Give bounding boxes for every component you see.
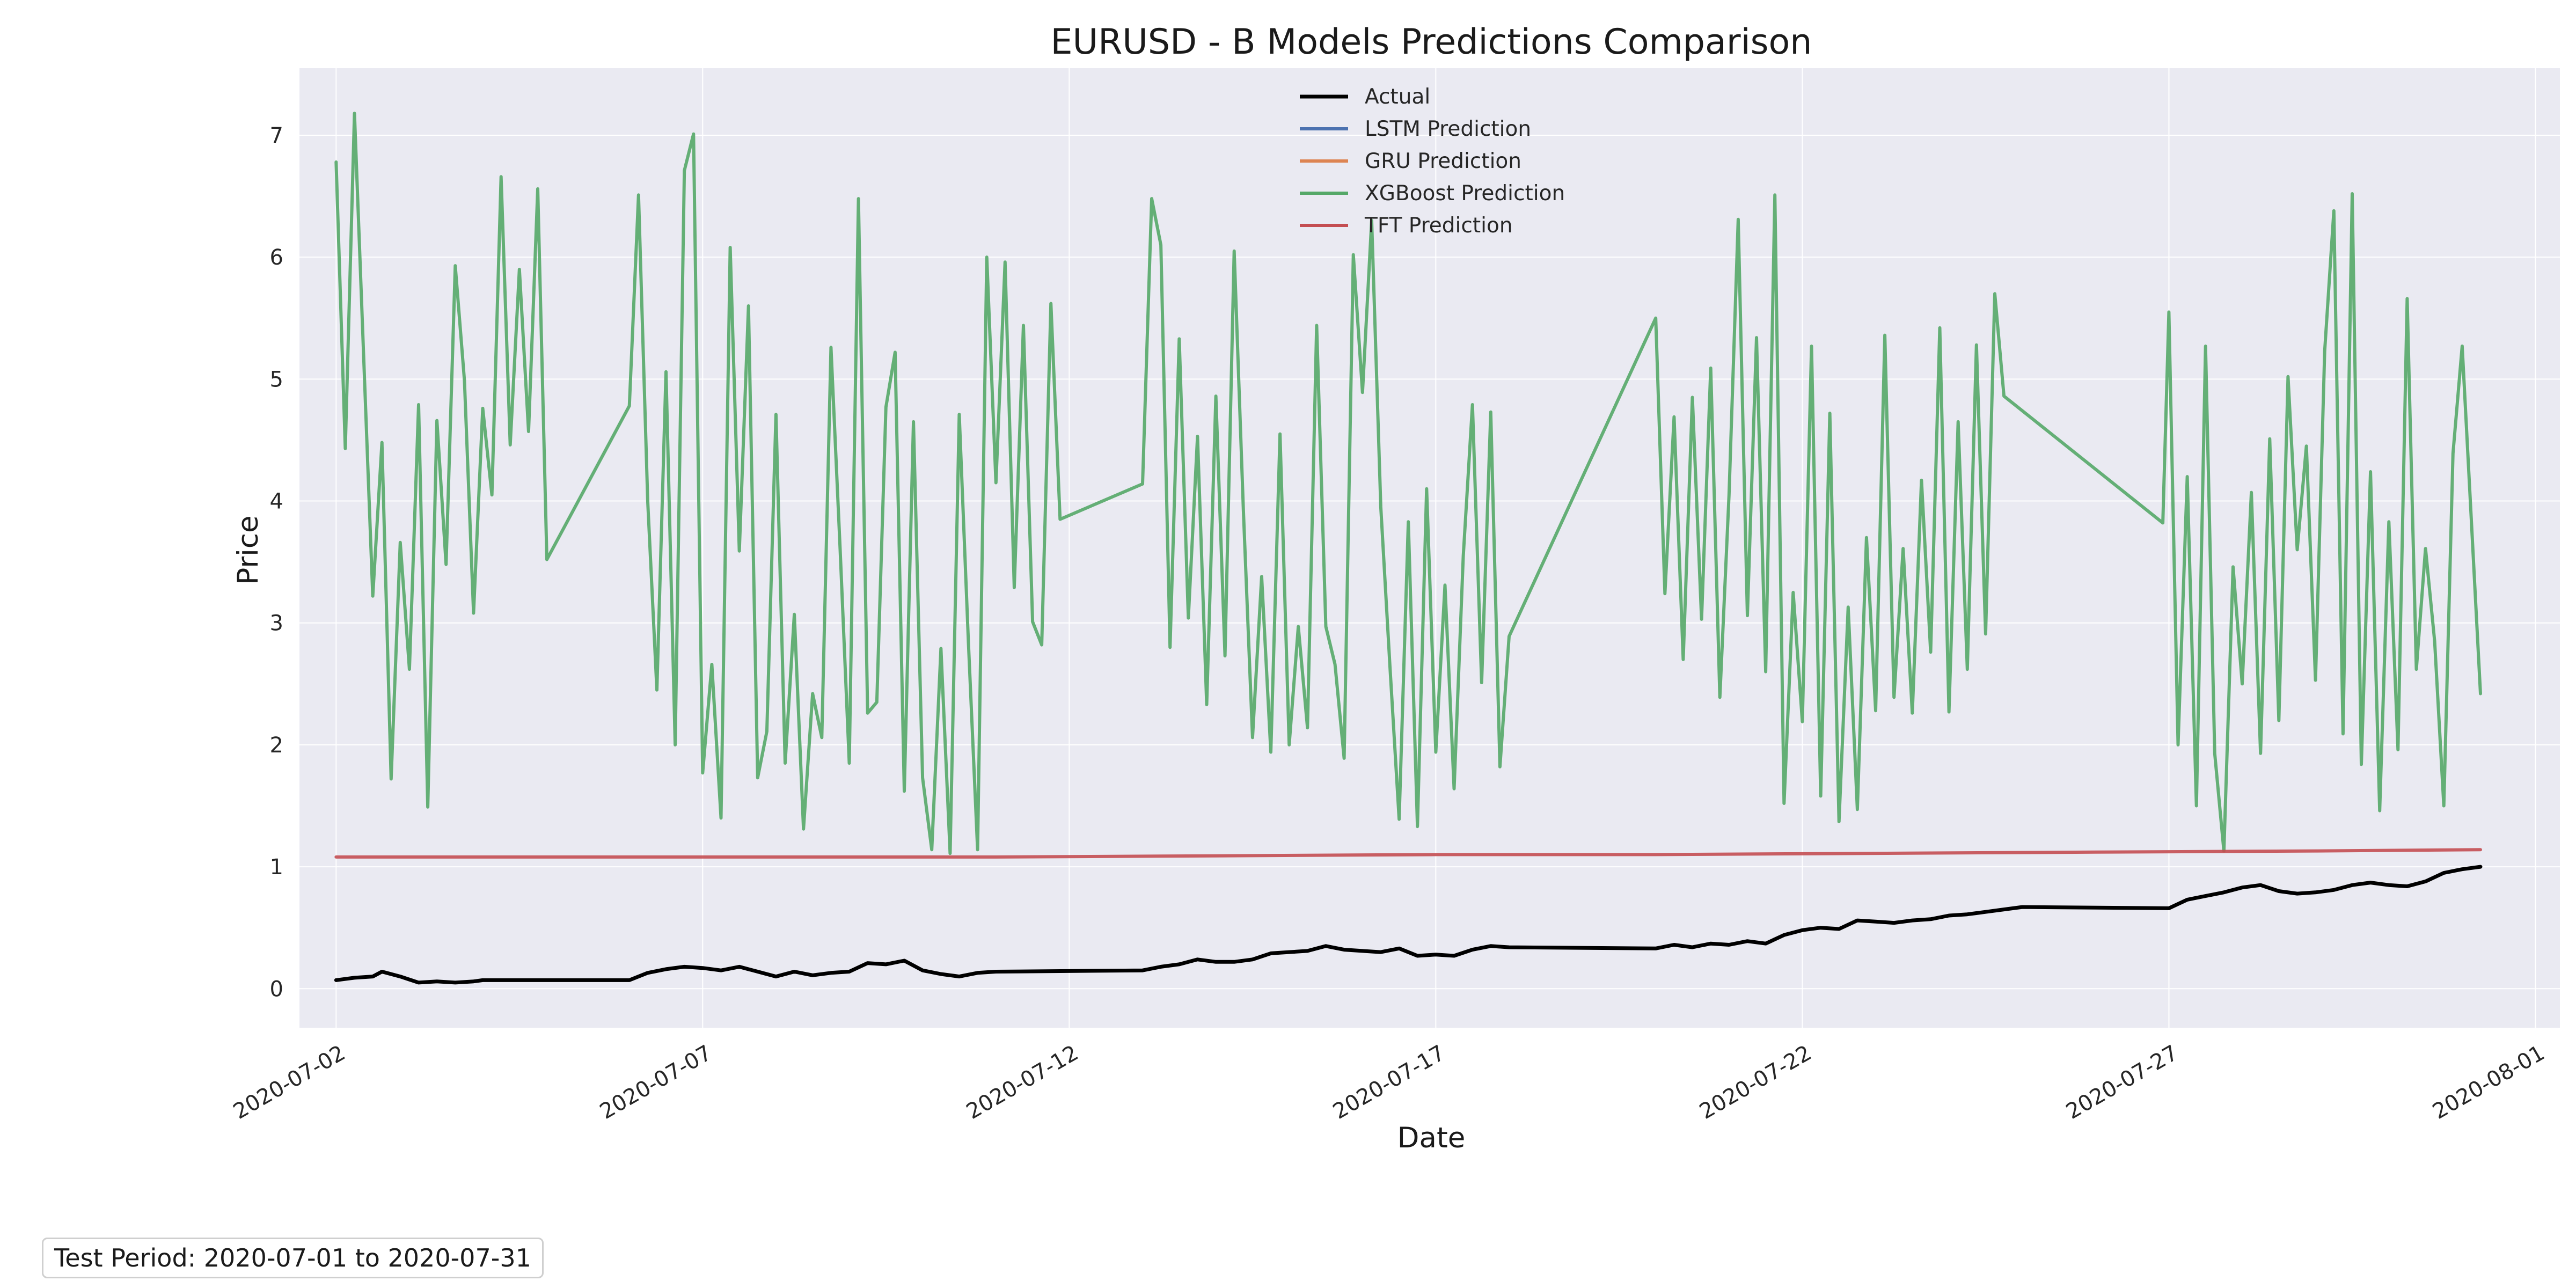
y-tick-label: 6 [270,245,283,270]
test-period-box: Test Period: 2020-07-01 to 2020-07-31 [42,1238,544,1278]
x-tick-label: 2020-07-07 [596,1041,716,1124]
legend-label: Actual [1365,85,1430,109]
y-tick-label: 5 [270,367,283,392]
y-tick-label: 2 [270,733,283,758]
test-period-text: Test Period: 2020-07-01 to 2020-07-31 [54,1243,531,1272]
y-axis-label: Price [232,515,265,584]
y-tick-label: 4 [270,489,283,514]
x-tick-label: 2020-07-02 [229,1041,349,1124]
series-line-actual [334,865,2483,985]
x-axis-ticks: 2020-07-02 2020-07-07 2020-07-12 2020-07-17… [229,1041,2549,1124]
legend-label: LSTM Prediction [1365,117,1531,141]
y-tick-label: 0 [270,977,283,1001]
series-line-xgboost-prediction [334,112,2482,855]
x-tick-label: 2020-07-27 [2062,1041,2182,1124]
legend-label: TFT Prediction [1364,214,1513,238]
legend: Actual LSTM Prediction GRU Prediction XGBoo… [1300,85,1565,238]
y-tick-label: 3 [270,611,283,636]
chart-title: EURUSD - B Models Predictions Comparison [1050,22,1812,62]
series-line-tft-prediction [334,848,2482,859]
legend-label: GRU Prediction [1365,149,1521,173]
y-tick-label: 7 [270,123,283,148]
x-tick-label: 2020-07-22 [1695,1041,1816,1124]
y-axis-ticks: 0 1 2 3 4 5 6 7 [270,123,283,1001]
x-tick-label: 2020-07-12 [962,1041,1082,1124]
x-axis-label: Date [1397,1122,1466,1154]
legend-label: XGBoost Prediction [1365,181,1565,206]
x-tick-label: 2020-07-17 [1329,1041,1449,1124]
y-tick-label: 1 [270,855,283,880]
x-tick-label: 2020-08-01 [2428,1041,2549,1124]
series-layer [334,112,2483,985]
